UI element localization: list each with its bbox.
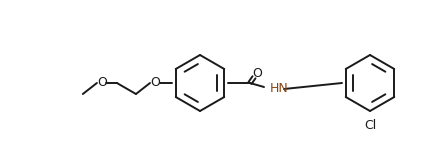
Text: O: O: [150, 77, 160, 89]
Text: O: O: [251, 67, 261, 80]
Text: O: O: [97, 77, 106, 89]
Text: HN: HN: [269, 82, 288, 95]
Text: Cl: Cl: [363, 119, 375, 132]
